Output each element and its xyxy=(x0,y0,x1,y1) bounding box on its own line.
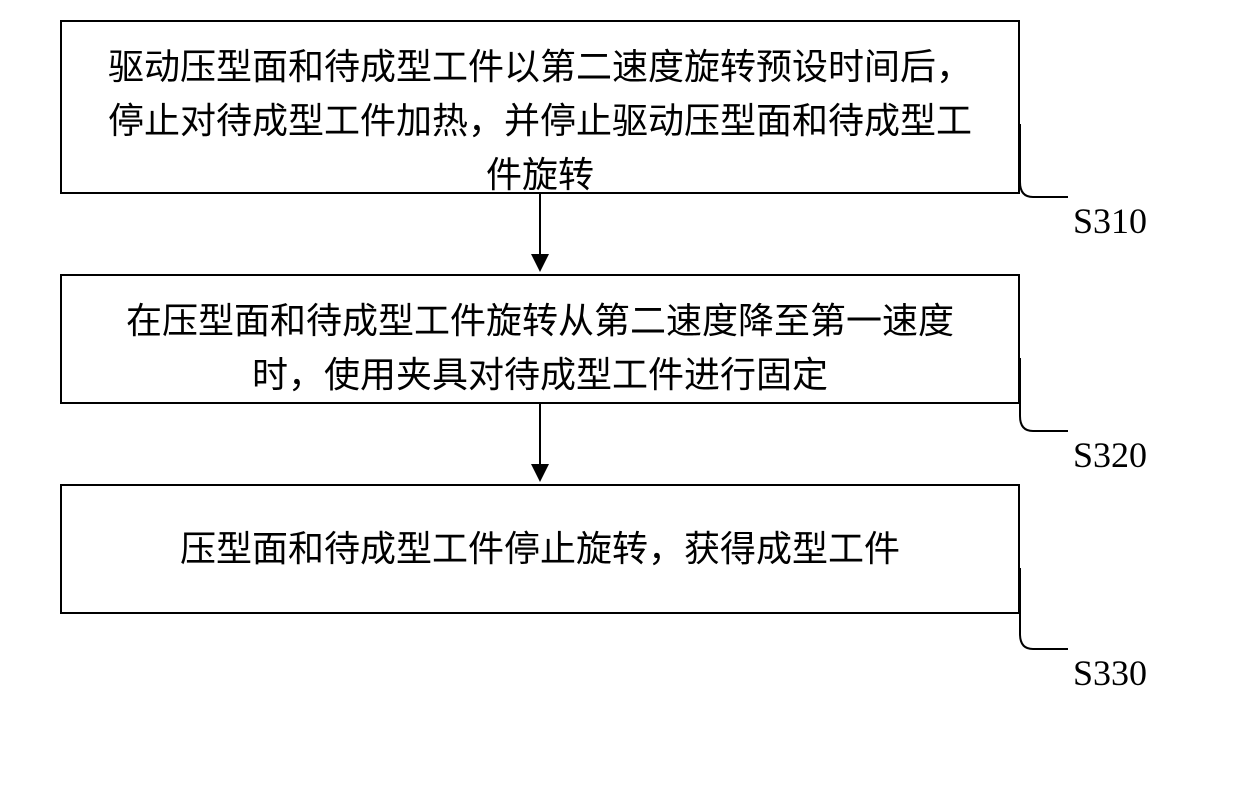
node-label-bracket: S320 xyxy=(1018,356,1178,466)
flowchart-container: 驱动压型面和待成型工件以第二速度旋转预设时间后，停止对待成型工件加热，并停止驱动… xyxy=(60,20,1180,614)
node-label-bracket: S310 xyxy=(1018,122,1178,232)
node-text: 在压型面和待成型工件旋转从第二速度降至第一速度时，使用夹具对待成型工件进行固定 xyxy=(126,301,954,395)
node-text: 驱动压型面和待成型工件以第二速度旋转预设时间后，停止对待成型工件加热，并停止驱动… xyxy=(108,47,972,195)
node-label: S330 xyxy=(1073,646,1147,700)
node-label: S320 xyxy=(1073,428,1147,482)
node-label-bracket: S330 xyxy=(1018,566,1178,686)
flow-arrow xyxy=(60,194,1020,274)
flow-node: 驱动压型面和待成型工件以第二速度旋转预设时间后，停止对待成型工件加热，并停止驱动… xyxy=(60,20,1020,194)
flow-arrow xyxy=(60,404,1020,484)
flow-node: 压型面和待成型工件停止旋转，获得成型工件 S330 xyxy=(60,484,1020,614)
flow-node: 在压型面和待成型工件旋转从第二速度降至第一速度时，使用夹具对待成型工件进行固定 … xyxy=(60,274,1020,404)
node-label: S310 xyxy=(1073,194,1147,248)
node-text: 压型面和待成型工件停止旋转，获得成型工件 xyxy=(180,522,900,576)
